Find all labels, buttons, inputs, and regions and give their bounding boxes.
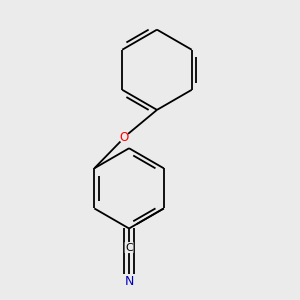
Text: O: O bbox=[119, 131, 128, 144]
Text: C: C bbox=[125, 242, 133, 253]
Text: N: N bbox=[124, 275, 134, 288]
